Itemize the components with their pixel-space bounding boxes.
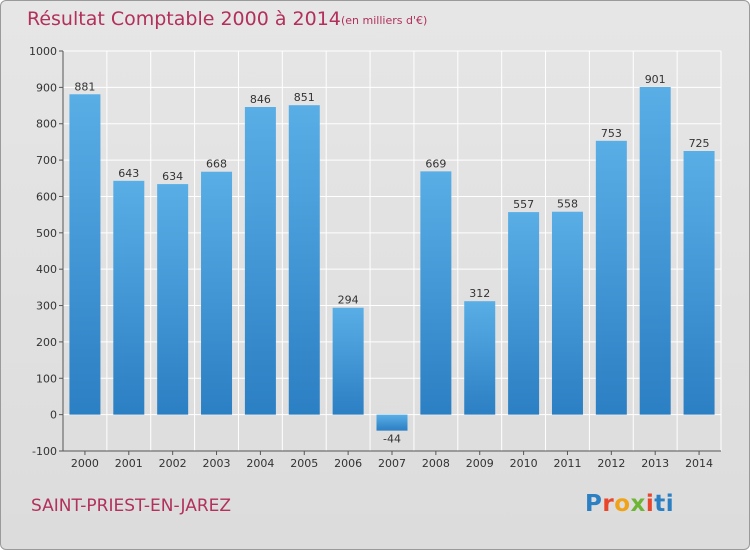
x-tick-label: 2001 — [115, 457, 143, 470]
x-tick-label: 2000 — [71, 457, 99, 470]
y-tick-label: -100 — [32, 445, 57, 458]
y-tick-label: 0 — [50, 409, 57, 422]
bar — [157, 184, 189, 415]
y-tick-label: 400 — [36, 263, 57, 276]
bar — [683, 151, 715, 415]
logo-letter: x — [630, 491, 646, 517]
x-tick-label: 2006 — [334, 457, 362, 470]
x-tick-label: 2007 — [378, 457, 406, 470]
bar — [639, 87, 671, 415]
x-tick-label: 2005 — [290, 457, 318, 470]
data-label: 725 — [689, 137, 710, 150]
data-label: 634 — [162, 170, 183, 183]
y-tick-label: 1000 — [29, 45, 57, 58]
bar — [201, 171, 233, 415]
bar — [69, 94, 101, 415]
bar — [464, 301, 496, 415]
x-tick-label: 2013 — [641, 457, 669, 470]
x-tick-label: 2014 — [685, 457, 713, 470]
bar — [420, 171, 452, 415]
x-tick-label: 2008 — [422, 457, 450, 470]
logo-letter: P — [585, 491, 603, 517]
logo-letter: o — [614, 491, 631, 517]
y-tick-label: 700 — [36, 154, 57, 167]
data-label: 643 — [118, 167, 139, 180]
data-label: 294 — [338, 294, 359, 307]
chart-title: Résultat Comptable 2000 à 2014 — [27, 8, 341, 30]
bar — [376, 414, 408, 431]
bar — [551, 211, 583, 415]
logo-letter: r — [602, 491, 615, 517]
data-label: 669 — [425, 157, 446, 170]
data-label: 846 — [250, 93, 271, 106]
x-tick-label: 2010 — [510, 457, 538, 470]
x-tick-label: 2012 — [597, 457, 625, 470]
data-label: 753 — [601, 127, 622, 140]
data-label: 312 — [469, 287, 490, 300]
y-tick-label: 500 — [36, 227, 57, 240]
chart-subtitle: (en milliers d'€) — [341, 14, 428, 27]
bar — [508, 212, 540, 415]
place-name: SAINT-PRIEST-EN-JAREZ — [31, 496, 232, 516]
data-label: 668 — [206, 158, 227, 171]
data-label: -44 — [383, 433, 401, 446]
x-tick-label: 2011 — [553, 457, 581, 470]
y-tick-label: 600 — [36, 190, 57, 203]
bar — [595, 140, 627, 415]
proxiti-logo: Proxiti — [585, 491, 674, 517]
x-tick-label: 2002 — [159, 457, 187, 470]
data-label: 851 — [294, 91, 315, 104]
y-tick-label: 800 — [36, 118, 57, 131]
bar — [288, 105, 320, 415]
x-tick-label: 2003 — [203, 457, 231, 470]
logo-letter: ti — [654, 491, 675, 517]
bar — [244, 107, 276, 415]
y-tick-label: 100 — [36, 372, 57, 385]
data-label: 557 — [513, 198, 534, 211]
x-tick-label: 2004 — [246, 457, 274, 470]
x-tick-label: 2009 — [466, 457, 494, 470]
bar — [113, 180, 145, 415]
bar — [332, 307, 364, 415]
data-label: 558 — [557, 198, 578, 211]
logo-letter: i — [645, 491, 655, 517]
y-tick-label: 900 — [36, 81, 57, 94]
y-tick-label: 200 — [36, 336, 57, 349]
data-label: 901 — [645, 73, 666, 86]
data-label: 881 — [74, 80, 95, 93]
y-tick-label: 300 — [36, 300, 57, 313]
